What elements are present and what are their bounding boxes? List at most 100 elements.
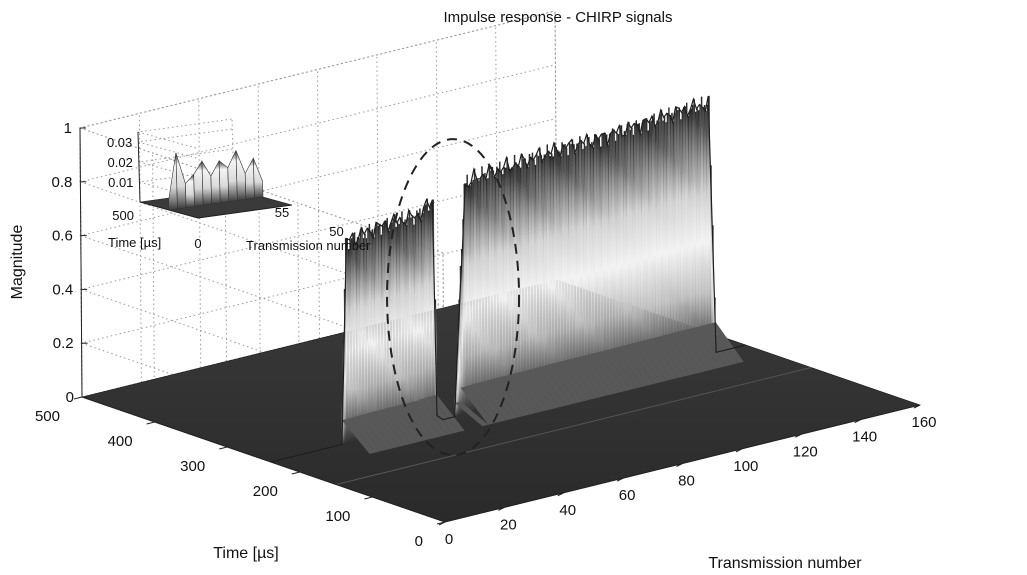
- surface-skirt: [555, 361, 590, 402]
- surface-strip: [496, 166, 500, 407]
- surface-skirt: [561, 359, 596, 400]
- surface-strip: [551, 153, 555, 393]
- surface-strip: [413, 224, 417, 427]
- x-tick-label: 40: [559, 502, 576, 519]
- surface-strip: [470, 181, 475, 413]
- surface-strip: [522, 158, 527, 400]
- y-tick-label: 500: [35, 408, 60, 425]
- inset-grid-line: [138, 128, 233, 159]
- surface-strip: [635, 120, 639, 372]
- x-tick-label: 0: [445, 531, 453, 548]
- x-tick-mark: [854, 419, 861, 424]
- surface-skirt: [686, 328, 720, 370]
- surface-strip: [699, 104, 703, 356]
- surface-strip: [640, 133, 644, 371]
- surface-skirt: [638, 340, 673, 381]
- surface-strip: [669, 114, 673, 364]
- surface-skirt: [537, 365, 572, 406]
- surface-skirt: [383, 407, 418, 444]
- inset-grid-top: [137, 118, 233, 149]
- surface-strip: [653, 113, 657, 368]
- surface-strip: [487, 178, 491, 409]
- surface-strip: [428, 210, 432, 423]
- surface-strip: [542, 160, 546, 395]
- surface-strip: [374, 226, 378, 436]
- surface-strip: [398, 223, 402, 431]
- surface-strip: [359, 229, 363, 440]
- surface-skirt: [579, 355, 613, 396]
- surface-strip: [404, 219, 408, 429]
- surface-strip: [422, 212, 426, 425]
- surface-skirt: [531, 367, 566, 408]
- surface-strip: [479, 178, 483, 411]
- surface-skirt: [424, 396, 459, 434]
- surface-strip: [594, 133, 598, 382]
- inset-surface-strip: [244, 157, 255, 200]
- x-tick-mark: [557, 492, 564, 497]
- surface-strip: [556, 149, 561, 392]
- surface-strip: [466, 174, 470, 414]
- surface-strip: [601, 133, 605, 381]
- surface-strip: [393, 213, 397, 432]
- surface-strip: [552, 156, 556, 393]
- surface-skirt: [626, 343, 661, 384]
- surface-strip: [358, 238, 362, 441]
- surface-strip: [577, 144, 581, 386]
- surface-strip: [695, 111, 699, 358]
- surface-strip: [463, 183, 467, 415]
- surface-strip: [666, 112, 671, 364]
- surface-skirt: [656, 335, 691, 377]
- surface-strip: [476, 178, 481, 411]
- surface-skirt: [662, 334, 697, 375]
- surface-strip: [562, 144, 567, 390]
- surface-skirt: [478, 381, 513, 421]
- surface-skirt: [573, 356, 608, 397]
- surface-strip: [708, 95, 712, 354]
- surface-skirt: [525, 369, 560, 409]
- surface-strip: [703, 104, 708, 355]
- inset-surface-strip: [185, 173, 195, 208]
- x-tick-mark: [676, 463, 683, 467]
- surface-strip: [660, 109, 665, 366]
- surface-strip: [690, 108, 694, 359]
- surface-strip: [530, 156, 534, 398]
- surface-strip: [625, 134, 629, 375]
- surface-strip: [591, 141, 595, 383]
- surface-strip: [459, 265, 463, 416]
- surface-strip: [549, 155, 553, 393]
- surface-strip: [348, 249, 351, 443]
- inset-x-tick-label: 50: [329, 224, 343, 239]
- surface-strip: [484, 172, 488, 409]
- surface-strip: [677, 109, 681, 362]
- inset-surface-strip: [201, 160, 213, 206]
- x-grid-line: [257, 84, 261, 354]
- surface: [80, 95, 922, 523]
- surface-strip: [597, 138, 601, 382]
- surface-strip: [648, 122, 653, 369]
- surface-strip: [468, 185, 472, 413]
- surface-strip: [583, 143, 587, 385]
- z-tick-label: 0.6: [52, 228, 73, 245]
- surface-strip: [570, 143, 574, 388]
- x-tick-mark: [498, 506, 505, 511]
- surface-strip: [568, 142, 573, 389]
- surface-strip: [678, 107, 682, 362]
- surface-skirt: [704, 323, 738, 365]
- surface-strip: [656, 120, 660, 367]
- surface-strip: [564, 143, 568, 390]
- surface-strip: [430, 202, 434, 423]
- surface-strip: [536, 154, 540, 397]
- surface-strip: [402, 222, 406, 430]
- surface-strip: [671, 112, 675, 363]
- surface-strip: [469, 185, 473, 413]
- surface-strip: [462, 219, 466, 415]
- x-tick-label: 20: [500, 516, 517, 533]
- surface-strip: [616, 132, 620, 377]
- surface-strip: [560, 156, 564, 391]
- surface-strip: [429, 206, 433, 423]
- surface-skirt: [419, 398, 453, 435]
- surface-strip: [613, 129, 617, 378]
- surface-strip: [610, 133, 614, 378]
- surface-strip: [465, 183, 469, 414]
- surface-skirt: [508, 373, 542, 413]
